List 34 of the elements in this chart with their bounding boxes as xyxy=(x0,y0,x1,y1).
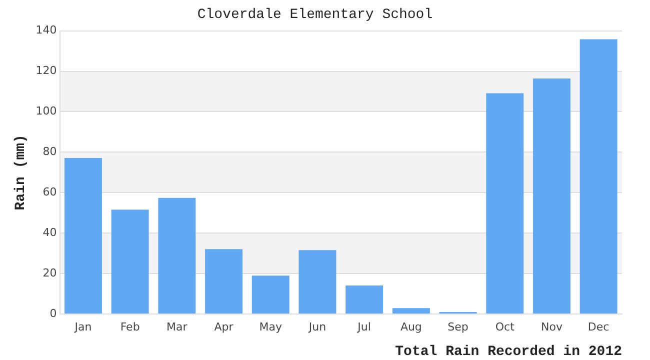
bar xyxy=(486,93,524,314)
y-tick-label: 60 xyxy=(42,185,57,198)
bar xyxy=(580,39,618,314)
y-tick-label: 20 xyxy=(42,266,57,280)
x-tick-label: Jun xyxy=(308,320,326,334)
bar xyxy=(392,308,430,314)
x-tick-label: Sep xyxy=(448,320,468,334)
bar xyxy=(205,249,243,314)
y-tick-label: 0 xyxy=(50,306,57,320)
y-tick-label: 140 xyxy=(36,24,57,37)
x-tick-label: Nov xyxy=(540,320,563,334)
x-tick-label: Jan xyxy=(74,320,92,334)
bar xyxy=(111,210,149,314)
x-tick-label: Mar xyxy=(166,320,188,334)
bar xyxy=(532,78,570,314)
x-tick-label: Dec xyxy=(588,320,610,334)
y-tick-label: 120 xyxy=(36,64,57,78)
y-axis-title: Rain (mm) xyxy=(12,134,29,210)
y-tick-label: 40 xyxy=(42,226,57,239)
x-tick-label: Jul xyxy=(356,320,371,334)
y-tick-label: 100 xyxy=(36,104,57,118)
x-tick-label: Aug xyxy=(400,320,422,334)
bar xyxy=(252,276,290,314)
x-tick-label: Apr xyxy=(214,320,234,334)
chart-title: Cloverdale Elementary School xyxy=(197,7,433,24)
bar xyxy=(346,285,384,314)
x-axis-title: Total Rain Recorded in 2012 xyxy=(395,344,622,360)
bar xyxy=(158,198,196,314)
bar xyxy=(64,158,102,314)
x-tick-label: May xyxy=(259,320,282,334)
y-tick-label: 80 xyxy=(42,145,57,158)
bar xyxy=(298,250,336,314)
x-tick-label: Feb xyxy=(120,320,140,334)
x-tick-label: Oct xyxy=(495,320,516,334)
